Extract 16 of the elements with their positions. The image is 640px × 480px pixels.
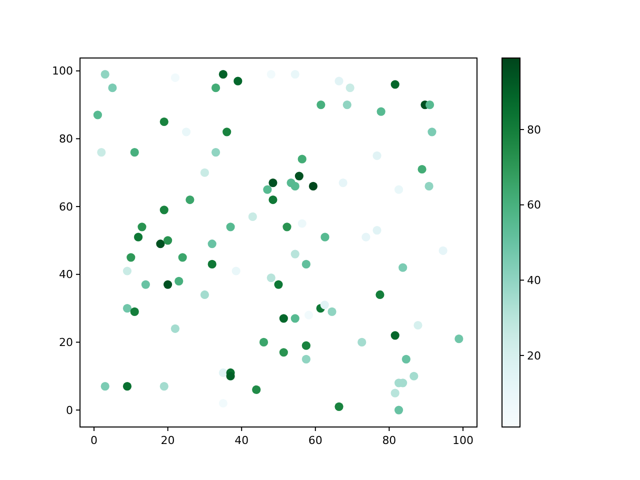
x-tick-label: 40 xyxy=(234,434,249,447)
x-tick-label: 100 xyxy=(452,434,474,447)
y-tick-label: 20 xyxy=(59,336,73,350)
x-tick-label: 80 xyxy=(382,434,396,447)
color-bar-label: 60 xyxy=(527,198,541,212)
y-tick-label: 0 xyxy=(66,404,73,417)
x-tick-label: 60 xyxy=(308,434,322,447)
color-bar-label: 40 xyxy=(527,274,541,288)
y-tick-label: 60 xyxy=(59,200,73,214)
x-tick-label: 20 xyxy=(160,434,175,447)
y-tick-label: 100 xyxy=(52,64,73,78)
y-tick-label: 40 xyxy=(59,268,73,282)
color-bar-label: 20 xyxy=(527,349,541,362)
color-bar-label: 80 xyxy=(527,123,541,136)
x-tick-label: 0 xyxy=(90,434,98,447)
y-tick-label: 80 xyxy=(59,132,73,146)
